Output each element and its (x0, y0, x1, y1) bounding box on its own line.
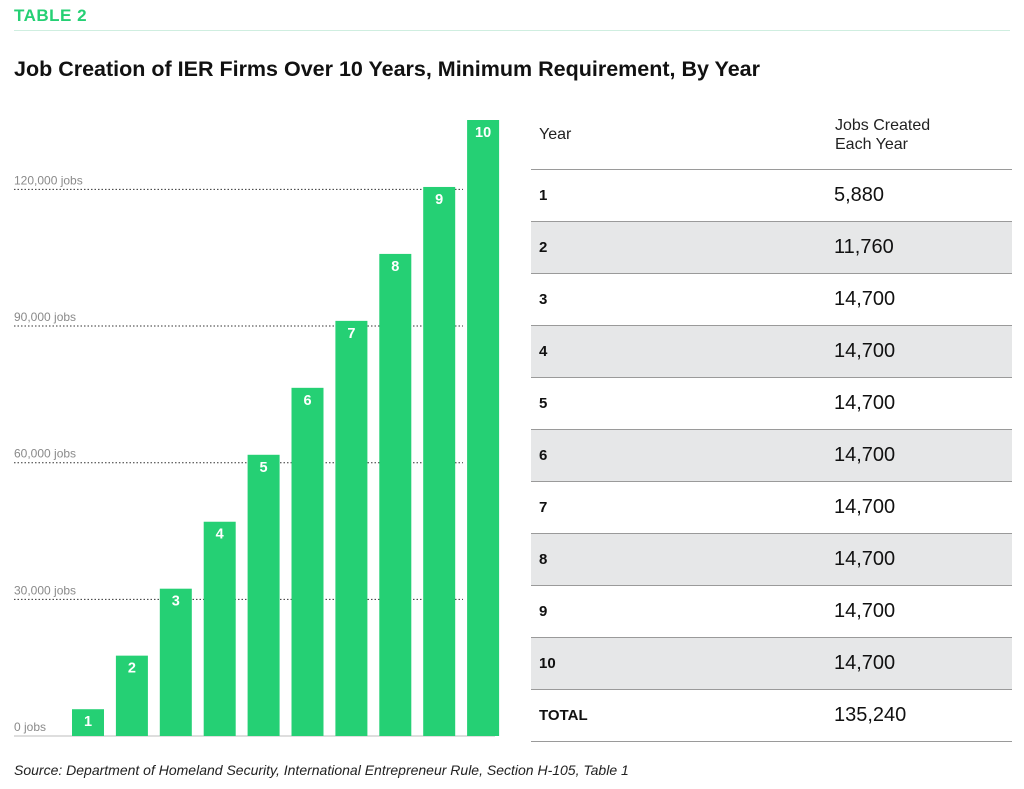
table-row: 6 14,700 (531, 430, 1012, 482)
y-tick-label: 30,000 jobs (14, 583, 76, 597)
row-jobs: 14,700 (834, 340, 896, 362)
bar-label: 3 (172, 594, 180, 610)
row-jobs: 14,700 (834, 548, 896, 570)
bar-label: 1 (84, 714, 92, 730)
row-year: 9 (539, 603, 548, 620)
column-header-jobs-line2: Each Year (835, 136, 908, 153)
table-row: 9 14,700 (531, 586, 1012, 638)
row-jobs: 14,700 (834, 496, 896, 518)
total-value: 135,240 (834, 704, 907, 726)
table-row: 8 14,700 (531, 534, 1012, 586)
row-year: 4 (539, 343, 548, 360)
bar (467, 120, 500, 736)
bar-label: 9 (435, 192, 443, 208)
bar (72, 709, 104, 736)
bar-label: 6 (303, 393, 311, 409)
y-tick-label: 0 jobs (14, 720, 46, 734)
row-year: 8 (539, 551, 548, 568)
row-jobs: 11,760 (834, 236, 894, 258)
bar (115, 655, 148, 736)
table-row: 10 14,700 (531, 638, 1012, 690)
row-jobs: 14,700 (834, 600, 896, 622)
bar (379, 253, 412, 737)
row-year: 10 (539, 655, 556, 672)
page-title: Job Creation of IER Firms Over 10 Years,… (14, 57, 760, 81)
bar (203, 521, 236, 736)
bar-layer: 1 2 3 4 5 6 7 8 9 10 (72, 120, 500, 737)
table-row: 5 14,700 (531, 378, 1012, 430)
y-tick-label: 60,000 jobs (14, 447, 76, 461)
bar (335, 320, 368, 736)
row-year: 7 (539, 499, 548, 516)
row-year: 6 (539, 447, 548, 464)
row-year: 5 (539, 395, 548, 412)
bar-label: 10 (475, 125, 491, 141)
table-row: 4 14,700 (531, 326, 1012, 378)
bar-label: 7 (347, 326, 355, 342)
jobs-table: Year Jobs Created Each Year 1 5,880 2 11… (531, 107, 1012, 742)
bar-label: 8 (391, 259, 399, 275)
bar (423, 186, 456, 736)
table-tag: TABLE 2 (14, 6, 88, 25)
bar-label: 4 (216, 527, 224, 543)
bar (159, 588, 192, 736)
row-year: 2 (539, 239, 548, 256)
table-total-row: TOTAL 135,240 (531, 690, 1012, 742)
column-header-jobs: Jobs Created Each Year (835, 116, 930, 154)
bar (247, 454, 280, 736)
row-jobs: 14,700 (834, 392, 896, 414)
table-row: 1 5,880 (531, 170, 1012, 222)
y-tick-label: 120,000 jobs (14, 173, 83, 187)
bar-label: 5 (260, 460, 268, 476)
row-jobs: 14,700 (834, 288, 896, 310)
table-header-row: Year Jobs Created Each Year (531, 107, 1012, 170)
row-jobs: 5,880 (834, 184, 885, 206)
source-note: Source: Department of Homeland Security,… (14, 762, 629, 778)
row-jobs: 14,700 (834, 652, 896, 674)
table-row: 2 11,760 (531, 222, 1012, 274)
total-label: TOTAL (539, 707, 588, 724)
bar-label: 2 (128, 661, 136, 677)
column-header-jobs-line1: Jobs Created (835, 117, 931, 134)
row-jobs: 14,700 (834, 444, 896, 466)
y-tick-label: 90,000 jobs (14, 310, 76, 324)
column-header-year: Year (539, 126, 572, 143)
row-year: 3 (539, 291, 548, 308)
table-row: 7 14,700 (531, 482, 1012, 534)
row-year: 1 (539, 187, 548, 204)
table-row: 3 14,700 (531, 274, 1012, 326)
header-divider (14, 30, 1010, 31)
bar (291, 387, 324, 736)
